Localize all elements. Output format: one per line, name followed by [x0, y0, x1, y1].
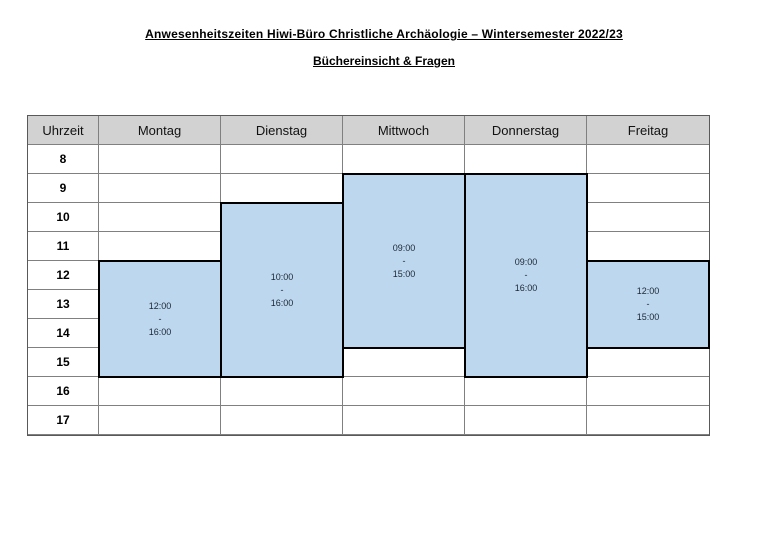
hour-label-15: 15 — [28, 348, 99, 377]
header-montag: Montag — [99, 116, 221, 145]
timetable-row-13: 13 — [28, 290, 709, 319]
header-donnerstag: Donnerstag — [465, 116, 587, 145]
hour-label-9: 9 — [28, 174, 99, 203]
timetable-row-10: 10 — [28, 203, 709, 232]
hour-label-11: 11 — [28, 232, 99, 261]
timetable-row-9: 9 — [28, 174, 709, 203]
empty-cell — [221, 145, 343, 174]
empty-cell — [465, 348, 587, 377]
empty-cell — [343, 145, 465, 174]
empty-cell — [465, 319, 587, 348]
empty-cell — [99, 261, 221, 290]
hour-label-12: 12 — [28, 261, 99, 290]
empty-cell — [99, 377, 221, 406]
empty-cell — [587, 174, 709, 203]
empty-cell — [221, 406, 343, 435]
document-title: Anwesenheitszeiten Hiwi-Büro Christliche… — [145, 27, 623, 41]
empty-cell — [343, 348, 465, 377]
empty-cell — [465, 145, 587, 174]
header-mittwoch: Mittwoch — [343, 116, 465, 145]
empty-cell — [99, 174, 221, 203]
empty-cell — [221, 174, 343, 203]
empty-cell — [221, 290, 343, 319]
hour-label-17: 17 — [28, 406, 99, 435]
empty-cell — [221, 261, 343, 290]
empty-cell — [99, 145, 221, 174]
empty-cell — [343, 203, 465, 232]
header-dienstag: Dienstag — [221, 116, 343, 145]
empty-cell — [587, 232, 709, 261]
empty-cell — [465, 290, 587, 319]
empty-cell — [343, 377, 465, 406]
empty-cell — [587, 348, 709, 377]
empty-cell — [465, 232, 587, 261]
timetable-header-row: Uhrzeit Montag Dienstag Mittwoch Donners… — [28, 116, 709, 145]
timetable-row-17: 17 — [28, 406, 709, 435]
empty-cell — [221, 348, 343, 377]
empty-cell — [587, 290, 709, 319]
hour-label-13: 13 — [28, 290, 99, 319]
empty-cell — [343, 232, 465, 261]
empty-cell — [465, 261, 587, 290]
empty-cell — [587, 203, 709, 232]
empty-cell — [465, 406, 587, 435]
empty-cell — [99, 232, 221, 261]
hour-label-16: 16 — [28, 377, 99, 406]
document-subtitle: Büchereinsicht & Fragen — [312, 54, 456, 68]
empty-cell — [343, 319, 465, 348]
empty-cell — [587, 261, 709, 290]
empty-cell — [587, 319, 709, 348]
empty-cell — [221, 319, 343, 348]
timetable-row-14: 14 — [28, 319, 709, 348]
empty-cell — [99, 406, 221, 435]
hour-label-10: 10 — [28, 203, 99, 232]
header-freitag: Freitag — [587, 116, 709, 145]
empty-cell — [587, 377, 709, 406]
empty-cell — [465, 377, 587, 406]
empty-cell — [343, 174, 465, 203]
empty-cell — [587, 406, 709, 435]
timetable-row-12: 12 — [28, 261, 709, 290]
empty-cell — [221, 377, 343, 406]
empty-cell — [343, 261, 465, 290]
empty-cell — [221, 232, 343, 261]
hour-label-8: 8 — [28, 145, 99, 174]
timetable-row-11: 11 — [28, 232, 709, 261]
empty-cell — [465, 174, 587, 203]
timetable-row-8: 8 — [28, 145, 709, 174]
empty-cell — [587, 145, 709, 174]
timetable-row-15: 15 — [28, 348, 709, 377]
empty-cell — [343, 290, 465, 319]
empty-cell — [343, 406, 465, 435]
timetable-body: 8 9 10 11 12 13 14 15 16 17 12:00-16:00 10:00-16:00… — [28, 145, 710, 435]
empty-cell — [99, 319, 221, 348]
empty-cell — [99, 290, 221, 319]
empty-cell — [465, 203, 587, 232]
timetable-row-16: 16 — [28, 377, 709, 406]
empty-cell — [99, 348, 221, 377]
empty-cell — [221, 203, 343, 232]
hour-label-14: 14 — [28, 319, 99, 348]
timetable: Uhrzeit Montag Dienstag Mittwoch Donners… — [27, 115, 710, 436]
empty-cell — [99, 203, 221, 232]
header-uhrzeit: Uhrzeit — [28, 116, 99, 145]
